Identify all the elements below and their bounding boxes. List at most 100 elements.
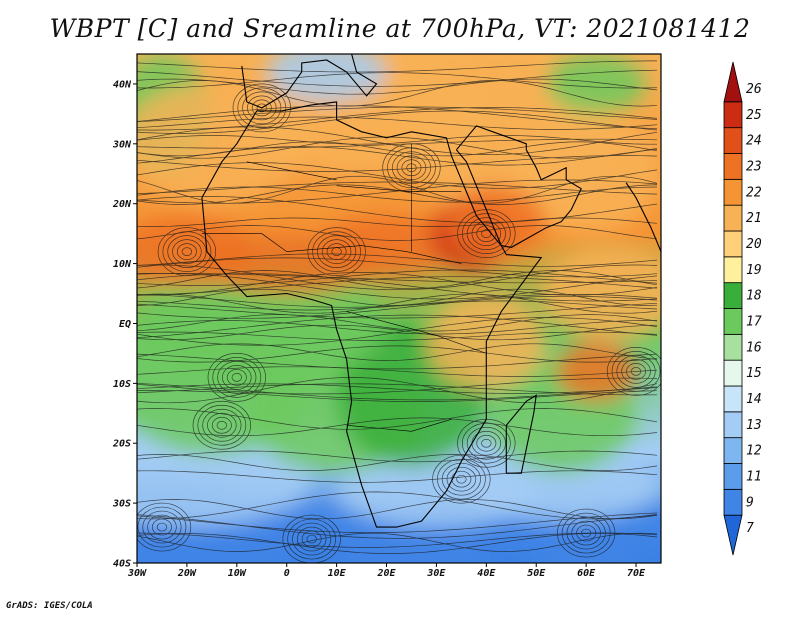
streamline — [137, 257, 658, 278]
vortex-line — [251, 99, 272, 117]
streamline — [137, 110, 658, 134]
colorbar-label: 18 — [746, 289, 762, 304]
streamline — [137, 314, 658, 332]
country-border — [246, 161, 337, 181]
colorbar-swatch — [723, 488, 743, 516]
vortex-line — [147, 514, 177, 540]
colorbar-label: 9 — [746, 495, 754, 510]
lon-tick-label: 40E — [477, 568, 496, 579]
vortex-line — [167, 235, 207, 268]
coastline — [241, 54, 378, 109]
streamline — [137, 217, 658, 227]
vortex-line — [226, 369, 247, 386]
wbpt-patch — [266, 54, 387, 102]
vortex-line — [441, 462, 481, 496]
vortex-line — [616, 355, 656, 388]
colorbar-label: 20 — [746, 237, 762, 252]
streamline — [137, 135, 657, 145]
vortex-line — [247, 95, 277, 121]
vortex-line — [137, 506, 187, 548]
streamline — [137, 317, 658, 346]
streamline — [137, 105, 658, 130]
vortex-line — [256, 103, 267, 113]
lon-tick-label: 60E — [577, 568, 596, 579]
streamline — [137, 383, 658, 396]
colorbar-swatch — [723, 256, 743, 284]
streamline — [137, 450, 658, 463]
streamline — [137, 264, 658, 291]
streamline — [137, 345, 658, 363]
streamline — [137, 272, 658, 284]
streamline — [137, 253, 658, 267]
vortex-line — [231, 373, 242, 382]
vortex-line — [611, 351, 661, 392]
streamline — [137, 302, 658, 319]
lon-axis: 30W 20W 10W 0 10E 20E 30E 40E 50E 60E 70E — [127, 563, 646, 579]
streamline — [137, 293, 658, 308]
streamline — [137, 269, 658, 286]
vortex-line — [301, 530, 322, 548]
colorbar-label: 14 — [746, 392, 762, 407]
vortex-line — [461, 422, 511, 464]
coastline — [505, 394, 537, 474]
streamline — [137, 146, 658, 166]
colorbar-label: 19 — [746, 263, 762, 278]
wbpt-field — [137, 54, 661, 563]
vortex-line — [307, 227, 366, 276]
vortex-line — [466, 217, 506, 250]
vortex-line — [626, 363, 646, 380]
vortex-line — [481, 438, 492, 448]
vortex-line — [212, 357, 262, 398]
streamline — [137, 417, 658, 437]
streamline — [137, 293, 658, 314]
colorbar-swatch — [723, 308, 743, 335]
colorbar-swatch — [723, 61, 743, 103]
vortex-line — [197, 404, 247, 446]
vortex-line — [466, 426, 506, 460]
lon-tick-label: 20E — [376, 568, 396, 579]
vortex-line — [446, 466, 477, 492]
colorbar-swatch — [723, 282, 743, 309]
lat-axis: 40N 30N 20N 10N EQ 10S 20S 30S 40S — [112, 79, 137, 570]
vortex-line — [292, 522, 332, 556]
lat-tick-label: 30S — [112, 499, 131, 510]
streamline — [137, 454, 658, 471]
colorbar-swatch — [723, 101, 743, 129]
vortex-line — [566, 516, 606, 550]
vortex-line — [222, 365, 252, 390]
colorbar-label: 21 — [746, 211, 762, 226]
colorbar-label: 7 — [746, 521, 754, 536]
vortex-line — [207, 412, 237, 438]
coastline — [455, 125, 582, 248]
streamline — [137, 390, 658, 402]
streamline — [137, 295, 658, 319]
vortex-line — [312, 231, 361, 272]
streamline — [137, 80, 658, 107]
streamline — [137, 533, 658, 554]
lon-tick-label: 70E — [627, 568, 646, 579]
wbpt-patch — [137, 83, 302, 204]
colorbar-label: 17 — [746, 314, 762, 329]
streamline — [137, 512, 658, 533]
map-panel — [137, 54, 661, 563]
streamline — [137, 324, 658, 341]
vortex-line — [192, 400, 251, 450]
vortex-line — [296, 526, 327, 552]
country-border — [346, 311, 487, 354]
colorbar: 7 9 11 12 13 14 15 16 17 18 19 20 21 22 23 24 25 26 — [723, 61, 762, 556]
colorbar-label: 11 — [746, 469, 762, 484]
lon-tick-label: 50E — [527, 568, 546, 579]
vortex-line — [556, 508, 616, 558]
streamline — [137, 331, 658, 341]
colorbar-swatch — [723, 204, 743, 232]
streamline — [137, 320, 657, 335]
streamline — [137, 136, 658, 159]
streamline — [137, 273, 658, 300]
streamline — [137, 408, 658, 430]
vortex-line — [157, 227, 217, 276]
streamline — [137, 377, 658, 404]
streamline — [137, 272, 658, 296]
vortex-line — [437, 458, 486, 500]
colorbar-label: 26 — [746, 82, 762, 97]
